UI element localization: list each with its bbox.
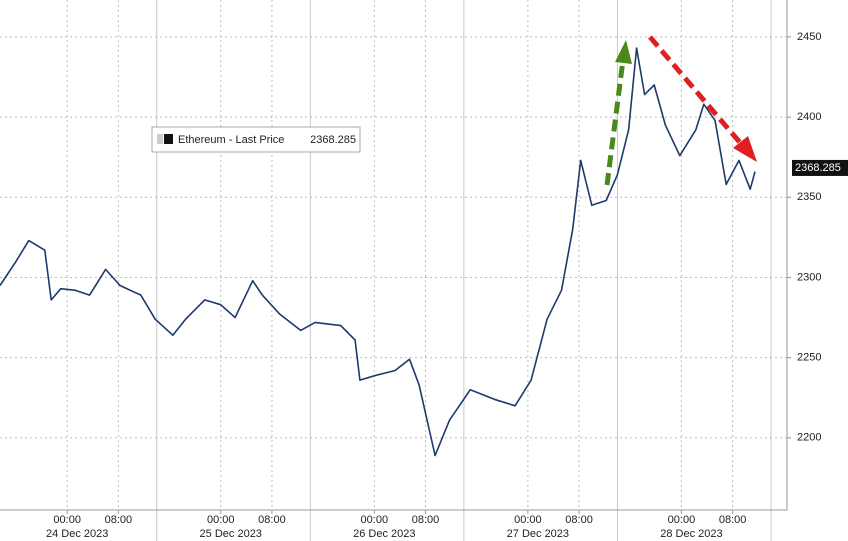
legend-swatch [164, 134, 173, 144]
arrow-shaft [648, 35, 744, 147]
x-group-label: 26 Dec 2023 [353, 528, 415, 540]
x-group-label: 27 Dec 2023 [507, 528, 569, 540]
x-tick-label: 00:00 [668, 514, 696, 526]
annotation-down-arrow [648, 35, 757, 162]
x-tick-label: 00:00 [53, 514, 81, 526]
price-line [0, 47, 756, 457]
x-group-label: 28 Dec 2023 [660, 528, 722, 540]
legend: Ethereum - Last Price 2368.285 [151, 126, 361, 153]
y-tick-label: 2450 [797, 31, 821, 43]
y-tick-label: 2200 [797, 432, 821, 444]
y-tick-label: 2350 [797, 191, 821, 203]
plot [0, 47, 756, 457]
x-tick-label: 00:00 [207, 514, 235, 526]
arrow-head [615, 40, 632, 64]
x-group-label: 24 Dec 2023 [46, 528, 108, 540]
grid [0, 0, 787, 541]
legend-box [151, 126, 361, 153]
arrow-shaft [604, 59, 626, 186]
last-price-label: 2368.285 [795, 162, 841, 174]
x-tick-label: 08:00 [719, 514, 747, 526]
x-tick-label: 08:00 [565, 514, 593, 526]
x-tick-label: 00:00 [361, 514, 389, 526]
y-tick-label: 2400 [797, 111, 821, 123]
x-group-label: 25 Dec 2023 [200, 528, 262, 540]
legend-value: 2368.285 [310, 134, 356, 146]
x-tick-label: 08:00 [105, 514, 133, 526]
legend-icon [157, 134, 163, 144]
x-tick-label: 08:00 [412, 514, 440, 526]
arrow-head [733, 136, 757, 162]
x-tick-label: 08:00 [258, 514, 286, 526]
last-price-tag [792, 159, 848, 176]
y-tick-label: 2250 [797, 352, 821, 364]
annotation-up-arrow [604, 40, 632, 186]
x-tick-label: 00:00 [514, 514, 542, 526]
legend-label: Ethereum - Last Price [178, 134, 284, 146]
y-tick-label: 2300 [797, 271, 821, 283]
